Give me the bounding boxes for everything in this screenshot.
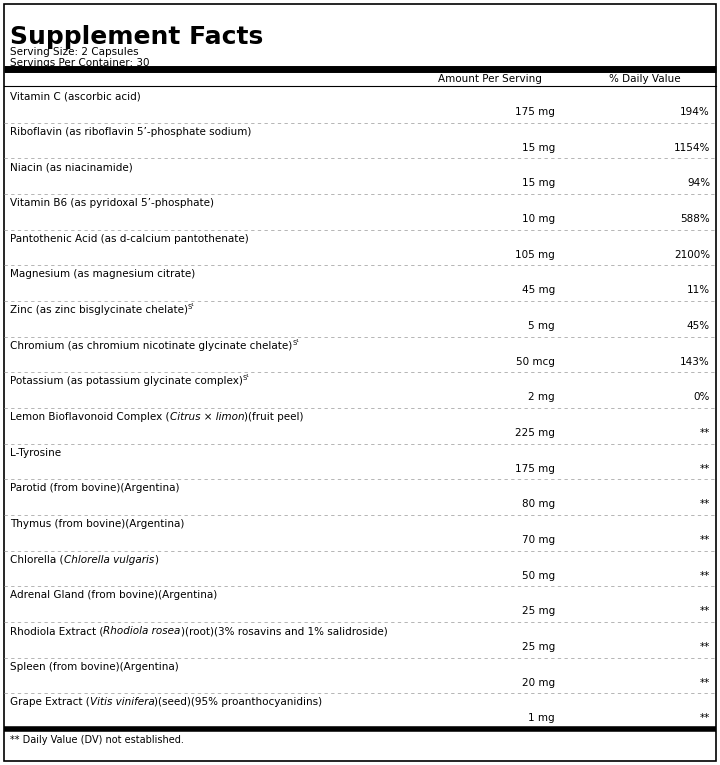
Text: 2 mg: 2 mg	[528, 392, 555, 402]
Text: **: **	[700, 678, 710, 688]
Text: **: **	[700, 464, 710, 474]
Text: 80 mg: 80 mg	[522, 500, 555, 509]
Text: 70 mg: 70 mg	[522, 535, 555, 545]
Text: 1 mg: 1 mg	[528, 713, 555, 723]
Text: Parotid (from bovine)(Argentina): Parotid (from bovine)(Argentina)	[10, 483, 179, 493]
Text: Chlorella vulgaris: Chlorella vulgaris	[63, 555, 154, 565]
Text: 105 mg: 105 mg	[516, 249, 555, 259]
Text: Potassium (as potassium glycinate complex): Potassium (as potassium glycinate comple…	[10, 376, 243, 386]
Text: )(root)(3% rosavins and 1% salidroside): )(root)(3% rosavins and 1% salidroside)	[181, 626, 387, 636]
Text: S¹: S¹	[292, 340, 299, 346]
Text: 50 mg: 50 mg	[522, 571, 555, 581]
Text: **: **	[700, 606, 710, 617]
Text: Vitis vinifera: Vitis vinifera	[90, 698, 155, 708]
Text: 25 mg: 25 mg	[522, 642, 555, 652]
Text: Vitamin C (ascorbic acid): Vitamin C (ascorbic acid)	[10, 91, 140, 101]
Text: Riboflavin (as riboflavin 5’-phosphate sodium): Riboflavin (as riboflavin 5’-phosphate s…	[10, 127, 251, 137]
Text: 50 mcg: 50 mcg	[516, 356, 555, 366]
Text: **: **	[700, 428, 710, 438]
Text: 20 mg: 20 mg	[522, 678, 555, 688]
Text: Supplement Facts: Supplement Facts	[10, 25, 264, 49]
Text: Thymus (from bovine)(Argentina): Thymus (from bovine)(Argentina)	[10, 519, 184, 529]
Text: 45%: 45%	[687, 321, 710, 331]
Text: Niacin (as niacinamide): Niacin (as niacinamide)	[10, 162, 132, 172]
Text: Chromium (as chromium nicotinate glycinate chelate): Chromium (as chromium nicotinate glycina…	[10, 340, 292, 350]
Text: ** Daily Value (DV) not established.: ** Daily Value (DV) not established.	[10, 735, 184, 745]
Text: Pantothenic Acid (as d-calcium pantothenate): Pantothenic Acid (as d-calcium pantothen…	[10, 233, 248, 244]
Text: 10 mg: 10 mg	[522, 214, 555, 224]
Text: Grape Extract (: Grape Extract (	[10, 698, 90, 708]
Text: 0%: 0%	[693, 392, 710, 402]
Text: 2100%: 2100%	[674, 249, 710, 259]
Text: Spleen (from bovine)(Argentina): Spleen (from bovine)(Argentina)	[10, 662, 179, 672]
Text: 175 mg: 175 mg	[515, 464, 555, 474]
Text: 194%: 194%	[680, 107, 710, 117]
Text: 94%: 94%	[687, 178, 710, 188]
Text: 15 mg: 15 mg	[522, 142, 555, 152]
Text: 1154%: 1154%	[674, 142, 710, 152]
Text: **: **	[700, 571, 710, 581]
Text: 175 mg: 175 mg	[515, 107, 555, 117]
Text: 588%: 588%	[680, 214, 710, 224]
Text: Vitamin B6 (as pyridoxal 5’-phosphate): Vitamin B6 (as pyridoxal 5’-phosphate)	[10, 198, 214, 208]
Text: ): )	[154, 555, 158, 565]
Text: 143%: 143%	[680, 356, 710, 366]
Text: Citrus × limon: Citrus × limon	[169, 412, 244, 422]
Text: **: **	[700, 535, 710, 545]
Text: 25 mg: 25 mg	[522, 606, 555, 617]
Text: Serving Size: 2 Capsules: Serving Size: 2 Capsules	[10, 47, 139, 57]
Text: )(seed)(95% proanthocyanidins): )(seed)(95% proanthocyanidins)	[155, 698, 323, 708]
Text: S¹: S¹	[188, 304, 195, 310]
Text: )(fruit peel): )(fruit peel)	[244, 412, 304, 422]
Text: S¹: S¹	[243, 376, 250, 381]
Text: Servings Per Container: 30: Servings Per Container: 30	[10, 58, 150, 68]
Text: **: **	[700, 642, 710, 652]
Text: Chlorella (: Chlorella (	[10, 555, 63, 565]
Text: Magnesium (as magnesium citrate): Magnesium (as magnesium citrate)	[10, 269, 195, 279]
Text: Rhodiola rosea: Rhodiola rosea	[104, 626, 181, 636]
Text: Lemon Bioflavonoid Complex (: Lemon Bioflavonoid Complex (	[10, 412, 169, 422]
Text: Adrenal Gland (from bovine)(Argentina): Adrenal Gland (from bovine)(Argentina)	[10, 591, 217, 601]
Text: 5 mg: 5 mg	[528, 321, 555, 331]
Text: Zinc (as zinc bisglycinate chelate): Zinc (as zinc bisglycinate chelate)	[10, 305, 188, 315]
Text: 45 mg: 45 mg	[522, 285, 555, 295]
Text: 11%: 11%	[687, 285, 710, 295]
Text: Amount Per Serving: Amount Per Serving	[438, 74, 542, 84]
Text: 225 mg: 225 mg	[515, 428, 555, 438]
Text: **: **	[700, 500, 710, 509]
Text: % Daily Value: % Daily Value	[609, 74, 681, 84]
Text: 15 mg: 15 mg	[522, 178, 555, 188]
Text: **: **	[700, 713, 710, 723]
Text: Rhodiola Extract (: Rhodiola Extract (	[10, 626, 104, 636]
Text: L-Tyrosine: L-Tyrosine	[10, 448, 61, 457]
